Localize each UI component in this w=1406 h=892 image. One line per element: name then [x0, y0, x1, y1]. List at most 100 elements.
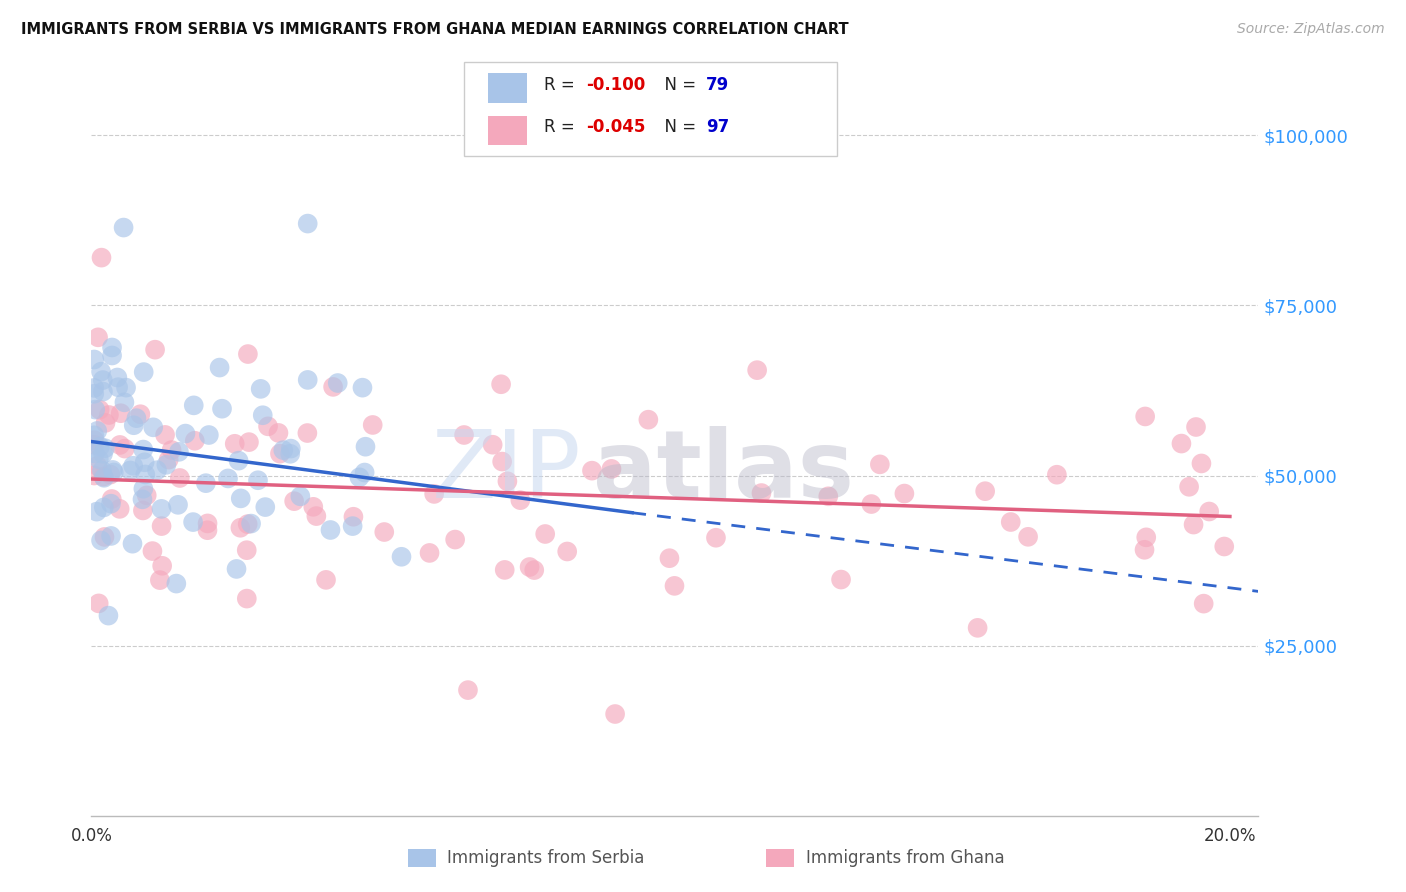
Point	[86, 424, 108, 438]
Point	[453, 428, 475, 442]
Point	[194, 476, 217, 491]
Point	[361, 417, 384, 432]
Point	[1046, 467, 1069, 482]
Point	[150, 558, 173, 573]
Point	[217, 471, 239, 485]
Point	[523, 563, 546, 577]
Point	[125, 411, 148, 425]
Point	[238, 435, 260, 450]
Point	[135, 488, 157, 502]
Point	[600, 462, 623, 476]
Point	[129, 407, 152, 421]
Point	[86, 458, 108, 473]
Point	[100, 491, 122, 506]
Text: 79: 79	[706, 76, 730, 94]
Point	[229, 521, 252, 535]
Point	[83, 438, 105, 452]
Point	[228, 453, 250, 467]
Point	[167, 445, 190, 459]
Point	[94, 442, 117, 456]
Point	[509, 493, 531, 508]
Point	[197, 516, 219, 531]
Point	[132, 482, 155, 496]
Point	[704, 531, 727, 545]
Text: Source: ZipAtlas.com: Source: ZipAtlas.com	[1237, 22, 1385, 37]
Point	[278, 447, 301, 461]
Point	[149, 573, 172, 587]
Point	[131, 492, 153, 507]
Point	[90, 251, 112, 265]
Point	[91, 464, 114, 478]
Text: R =: R =	[544, 76, 581, 94]
Point	[141, 544, 163, 558]
Point	[132, 442, 155, 457]
Point	[1198, 504, 1220, 518]
Point	[84, 402, 107, 417]
Point	[342, 519, 364, 533]
Point	[167, 498, 190, 512]
Point	[236, 591, 259, 606]
Point	[269, 447, 291, 461]
Point	[198, 428, 221, 442]
Point	[97, 608, 120, 623]
Point	[423, 487, 446, 501]
Point	[1133, 409, 1156, 424]
Point	[1178, 480, 1201, 494]
Point	[236, 517, 259, 532]
Point	[169, 471, 191, 485]
Point	[87, 330, 110, 344]
Point	[1192, 597, 1215, 611]
Point	[93, 469, 115, 483]
Point	[247, 473, 270, 487]
Point	[101, 349, 124, 363]
Point	[519, 560, 541, 574]
Point	[165, 576, 187, 591]
Text: Immigrants from Serbia: Immigrants from Serbia	[447, 849, 644, 867]
Point	[121, 537, 143, 551]
Point	[1191, 457, 1213, 471]
Point	[1133, 542, 1156, 557]
Point	[94, 416, 117, 430]
Point	[181, 515, 204, 529]
Point	[353, 466, 375, 480]
Point	[184, 434, 207, 448]
Point	[280, 442, 302, 456]
Point	[817, 489, 839, 503]
Point	[297, 217, 319, 231]
Point	[271, 443, 294, 458]
Point	[229, 491, 252, 506]
Point	[93, 471, 115, 485]
Point	[457, 683, 479, 698]
Point	[966, 621, 988, 635]
Point	[751, 486, 773, 500]
Point	[100, 529, 122, 543]
Point	[860, 497, 883, 511]
Point	[107, 380, 129, 394]
Point	[122, 458, 145, 473]
Point	[224, 437, 246, 451]
Point	[481, 438, 503, 452]
Point	[1135, 530, 1157, 544]
Point	[305, 509, 328, 524]
Text: N =: N =	[654, 118, 702, 136]
Point	[90, 365, 112, 379]
Point	[174, 426, 197, 441]
Point	[197, 523, 219, 537]
Point	[302, 500, 325, 514]
Point	[86, 505, 108, 519]
Point	[122, 418, 145, 433]
Point	[153, 428, 176, 442]
Point	[267, 425, 290, 440]
Point	[108, 501, 131, 516]
Point	[664, 579, 686, 593]
Point	[319, 523, 342, 537]
Point	[1017, 530, 1039, 544]
Point	[91, 384, 114, 399]
Point	[257, 419, 280, 434]
Point	[83, 446, 105, 460]
Point	[183, 398, 205, 412]
Point	[143, 343, 166, 357]
Point	[91, 447, 114, 461]
Point	[112, 220, 135, 235]
Point	[134, 455, 156, 469]
